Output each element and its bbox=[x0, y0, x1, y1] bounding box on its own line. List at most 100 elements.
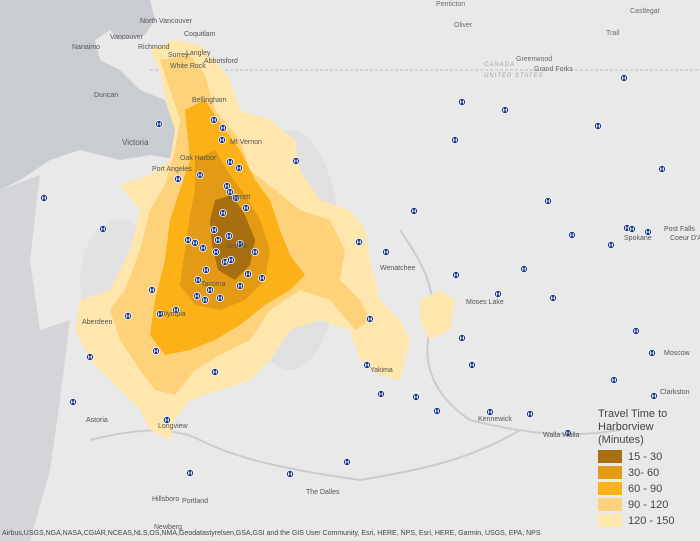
hospital-h-icon[interactable] bbox=[218, 124, 227, 133]
hospital-h-icon[interactable] bbox=[215, 293, 224, 302]
hospital-h-icon[interactable] bbox=[650, 391, 659, 400]
hospital-h-icon[interactable] bbox=[500, 106, 509, 115]
label-abbotsford: Abbotsford bbox=[204, 58, 238, 65]
hospital-h-icon[interactable] bbox=[162, 415, 171, 424]
hospital-h-icon[interactable] bbox=[450, 135, 459, 144]
hospital-h-icon[interactable] bbox=[381, 247, 390, 256]
hospital-h-icon[interactable] bbox=[209, 116, 218, 125]
hospital-h-icon[interactable] bbox=[241, 203, 250, 212]
legend-item: 15 - 30 bbox=[598, 450, 698, 463]
hospital-h-icon[interactable] bbox=[376, 389, 385, 398]
hospital-h-icon[interactable] bbox=[493, 289, 502, 298]
legend-label: 30- 60 bbox=[628, 466, 660, 479]
label-nanaimo: Nanaimo bbox=[72, 44, 101, 51]
hospital-h-icon[interactable] bbox=[173, 174, 182, 183]
legend-item: 30- 60 bbox=[598, 466, 698, 479]
hospital-h-icon[interactable] bbox=[210, 367, 219, 376]
hospital-h-icon[interactable] bbox=[183, 235, 192, 244]
hospital-h-icon[interactable] bbox=[409, 206, 418, 215]
hospital-h-icon[interactable] bbox=[285, 469, 294, 478]
hospital-h-icon[interactable] bbox=[594, 122, 603, 131]
hospital-h-icon[interactable] bbox=[86, 352, 95, 361]
hospital-h-icon[interactable] bbox=[213, 235, 222, 244]
label-greenwood: Greenwood bbox=[516, 56, 553, 63]
hospital-h-icon[interactable] bbox=[171, 305, 180, 314]
hospital-h-icon[interactable] bbox=[209, 225, 218, 234]
label-hillsboro: Hillsboro bbox=[152, 496, 180, 503]
hospital-h-icon[interactable] bbox=[457, 98, 466, 107]
hospital-h-icon[interactable] bbox=[235, 281, 244, 290]
hospital-h-icon[interactable] bbox=[198, 243, 207, 252]
hospital-h-icon[interactable] bbox=[648, 348, 657, 357]
label-astoria: Astoria bbox=[86, 417, 108, 424]
hospital-h-icon[interactable] bbox=[235, 239, 244, 248]
hospital-h-icon[interactable] bbox=[362, 360, 371, 369]
hospital-h-icon[interactable] bbox=[610, 375, 619, 384]
hospital-h-icon[interactable] bbox=[155, 309, 164, 318]
hospital-h-icon[interactable] bbox=[354, 237, 363, 246]
hospital-h-icon[interactable] bbox=[644, 227, 653, 236]
hospital-h-icon[interactable] bbox=[201, 265, 210, 274]
hospital-h-icon[interactable] bbox=[432, 406, 441, 415]
label-grand-forks: Grand Forks bbox=[534, 66, 573, 73]
hospital-h-icon[interactable] bbox=[520, 264, 529, 273]
hospital-h-icon[interactable] bbox=[632, 326, 641, 335]
hospital-h-icon[interactable] bbox=[342, 457, 351, 466]
hospital-h-icon[interactable] bbox=[243, 269, 252, 278]
hospital-h-icon[interactable] bbox=[411, 392, 420, 401]
hospital-h-icon[interactable] bbox=[467, 360, 476, 369]
hospital-h-icon[interactable] bbox=[451, 270, 460, 279]
hospital-h-icon[interactable] bbox=[217, 135, 226, 144]
label-post-falls: Post Falls bbox=[664, 226, 695, 233]
hospital-h-icon[interactable] bbox=[226, 255, 235, 264]
hospital-h-icon[interactable] bbox=[200, 295, 209, 304]
hospital-h-icon[interactable] bbox=[190, 238, 199, 247]
hospital-h-icon[interactable] bbox=[607, 240, 616, 249]
zone-120-150-east bbox=[420, 290, 455, 340]
hospital-h-icon[interactable] bbox=[195, 170, 204, 179]
hospital-h-icon[interactable] bbox=[485, 407, 494, 416]
hospital-h-icon[interactable] bbox=[620, 74, 629, 83]
legend-label: 120 - 150 bbox=[628, 514, 675, 527]
hospital-h-icon[interactable] bbox=[234, 163, 243, 172]
label-wenatchee: Wenatchee bbox=[380, 265, 416, 272]
hospital-h-icon[interactable] bbox=[154, 120, 163, 129]
ocean-water-west bbox=[0, 175, 70, 541]
hospital-h-icon[interactable] bbox=[365, 314, 374, 323]
label-oliver: Oliver bbox=[454, 22, 473, 29]
hospital-h-icon[interactable] bbox=[40, 193, 49, 202]
hospital-h-icon[interactable] bbox=[224, 231, 233, 240]
hospital-h-icon[interactable] bbox=[192, 291, 201, 300]
hospital-h-icon[interactable] bbox=[250, 247, 259, 256]
hospital-h-icon[interactable] bbox=[564, 428, 573, 437]
hospital-h-icon[interactable] bbox=[526, 409, 535, 418]
hospital-h-icon[interactable] bbox=[291, 156, 300, 165]
hospital-h-icon[interactable] bbox=[222, 181, 231, 190]
hospital-h-icon[interactable] bbox=[69, 397, 78, 406]
hospital-h-icon[interactable] bbox=[544, 196, 553, 205]
hospital-h-icon[interactable] bbox=[193, 275, 202, 284]
label-mount-vernon: Mt Vernon bbox=[230, 139, 262, 146]
hospital-h-icon[interactable] bbox=[99, 224, 108, 233]
hospital-h-icon[interactable] bbox=[147, 285, 156, 294]
hospital-h-icon[interactable] bbox=[658, 164, 667, 173]
hospital-h-icon[interactable] bbox=[457, 333, 466, 342]
label-richmond: Richmond bbox=[138, 44, 170, 51]
hospital-h-icon[interactable] bbox=[124, 311, 133, 320]
label-trail: Trail bbox=[606, 30, 620, 37]
hospital-h-icon[interactable] bbox=[225, 157, 234, 166]
hospital-h-icon[interactable] bbox=[185, 468, 194, 477]
label-vancouver: Vancouver bbox=[110, 34, 143, 41]
hospital-h-icon[interactable] bbox=[205, 285, 214, 294]
label-north-vancouver: North Vancouver bbox=[140, 18, 193, 25]
hospital-h-icon[interactable] bbox=[211, 247, 220, 256]
hospital-h-icon[interactable] bbox=[549, 293, 558, 302]
hospital-h-icon[interactable] bbox=[225, 187, 234, 196]
hospital-h-icon[interactable] bbox=[231, 193, 240, 202]
hospital-h-icon[interactable] bbox=[151, 346, 160, 355]
hospital-h-icon[interactable] bbox=[628, 224, 637, 233]
hospital-h-icon[interactable] bbox=[218, 208, 227, 217]
hospital-h-icon[interactable] bbox=[568, 230, 577, 239]
hospital-h-icon[interactable] bbox=[257, 273, 266, 282]
